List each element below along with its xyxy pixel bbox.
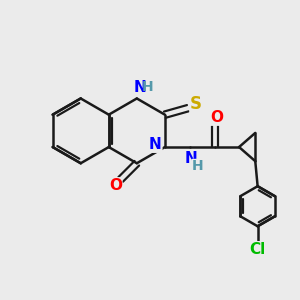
- Text: N: N: [134, 80, 147, 95]
- Text: H: H: [192, 160, 204, 173]
- Text: O: O: [210, 110, 223, 125]
- Text: H: H: [142, 80, 154, 94]
- Text: N: N: [185, 151, 198, 166]
- Text: Cl: Cl: [250, 242, 266, 257]
- Text: O: O: [109, 178, 122, 193]
- Text: N: N: [149, 137, 162, 152]
- Text: S: S: [190, 95, 202, 113]
